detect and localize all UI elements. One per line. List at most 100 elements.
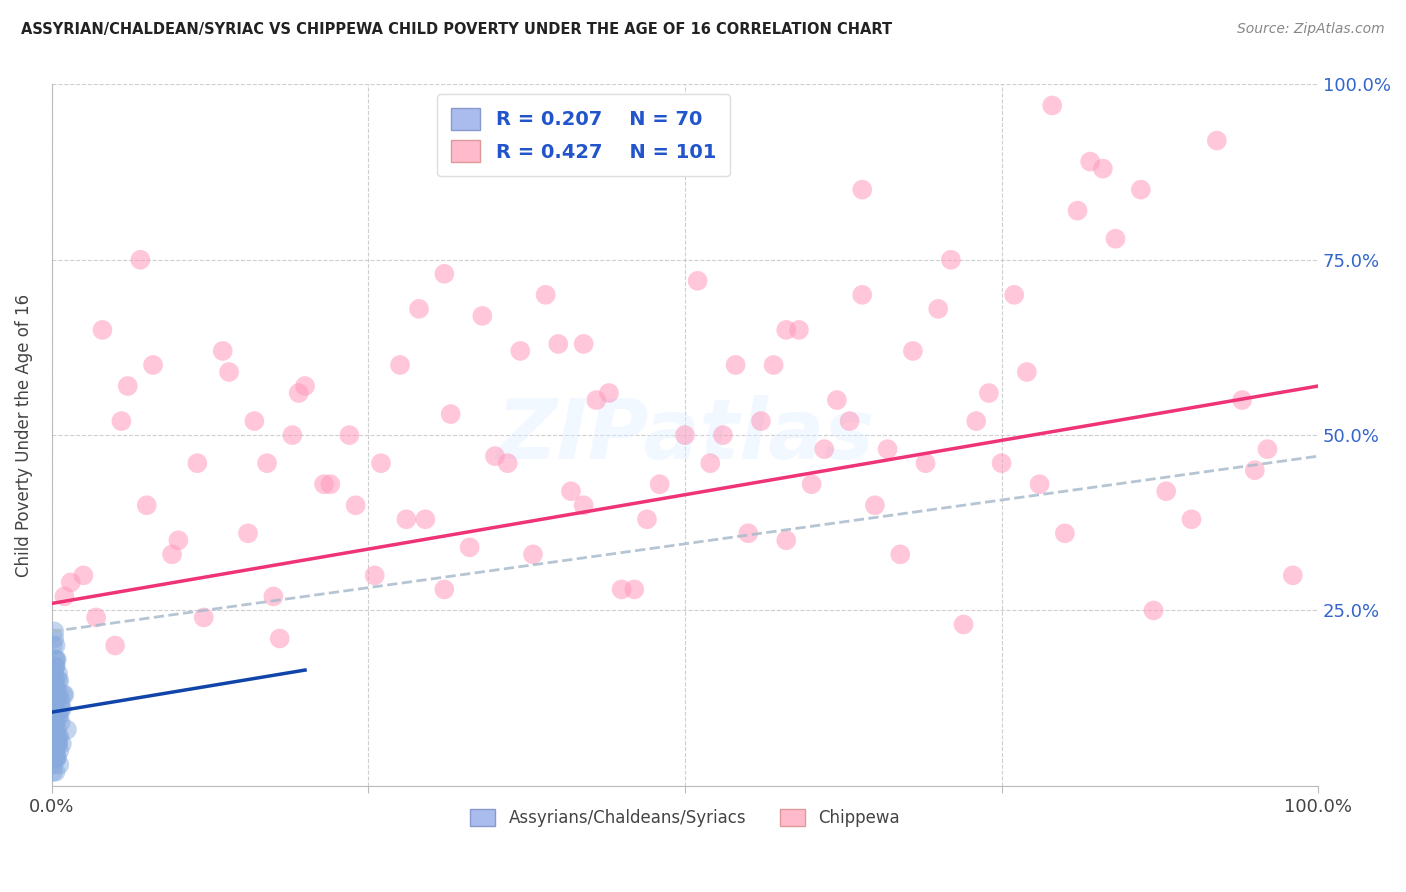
Point	[45, 750, 67, 764]
Point	[45, 681, 67, 695]
Point	[46, 708, 69, 723]
Point	[45, 681, 67, 695]
Point	[484, 449, 506, 463]
Point	[1078, 154, 1101, 169]
Point	[1205, 134, 1227, 148]
Point	[142, 358, 165, 372]
Point	[927, 301, 949, 316]
Point	[45, 708, 67, 723]
Point	[218, 365, 240, 379]
Point	[44, 744, 66, 758]
Point	[42, 688, 65, 702]
Point	[44, 744, 66, 758]
Point	[522, 547, 544, 561]
Point	[48, 744, 70, 758]
Point	[45, 750, 67, 764]
Point	[623, 582, 645, 597]
Point	[408, 301, 430, 316]
Point	[699, 456, 721, 470]
Point	[749, 414, 772, 428]
Point	[44, 730, 66, 744]
Point	[44, 624, 66, 639]
Point	[193, 610, 215, 624]
Point	[572, 498, 595, 512]
Point	[45, 723, 67, 737]
Point	[876, 442, 898, 457]
Point	[787, 323, 810, 337]
Point	[44, 632, 66, 646]
Point	[889, 547, 911, 561]
Point	[1142, 603, 1164, 617]
Point	[1154, 484, 1177, 499]
Point	[45, 750, 67, 764]
Point	[48, 708, 70, 723]
Text: ASSYRIAN/CHALDEAN/SYRIAC VS CHIPPEWA CHILD POVERTY UNDER THE AGE OF 16 CORRELATI: ASSYRIAN/CHALDEAN/SYRIAC VS CHIPPEWA CHI…	[21, 22, 893, 37]
Point	[863, 498, 886, 512]
Point	[186, 456, 208, 470]
Point	[45, 652, 67, 666]
Point	[977, 386, 1000, 401]
Point	[44, 730, 66, 744]
Point	[91, 323, 114, 337]
Point	[72, 568, 94, 582]
Point	[45, 688, 67, 702]
Point	[45, 750, 67, 764]
Point	[901, 343, 924, 358]
Point	[53, 688, 76, 702]
Point	[256, 456, 278, 470]
Point	[509, 343, 531, 358]
Point	[312, 477, 335, 491]
Point	[813, 442, 835, 457]
Point	[52, 688, 75, 702]
Point	[433, 267, 456, 281]
Point	[44, 715, 66, 730]
Point	[44, 701, 66, 715]
Point	[825, 392, 848, 407]
Point	[1230, 392, 1253, 407]
Point	[49, 695, 72, 709]
Point	[851, 183, 873, 197]
Point	[370, 456, 392, 470]
Point	[51, 737, 73, 751]
Point	[1281, 568, 1303, 582]
Point	[648, 477, 671, 491]
Point	[1243, 463, 1265, 477]
Point	[1028, 477, 1050, 491]
Point	[1129, 183, 1152, 197]
Point	[560, 484, 582, 499]
Point	[42, 639, 65, 653]
Point	[1256, 442, 1278, 457]
Point	[110, 414, 132, 428]
Point	[775, 323, 797, 337]
Point	[281, 428, 304, 442]
Point	[496, 456, 519, 470]
Point	[45, 695, 67, 709]
Point	[1015, 365, 1038, 379]
Point	[762, 358, 785, 372]
Point	[952, 617, 974, 632]
Point	[965, 414, 987, 428]
Legend: Assyrians/Chaldeans/Syriacs, Chippewa: Assyrians/Chaldeans/Syriacs, Chippewa	[464, 802, 907, 833]
Point	[48, 730, 70, 744]
Point	[1091, 161, 1114, 176]
Point	[800, 477, 823, 491]
Point	[84, 610, 107, 624]
Point	[48, 688, 70, 702]
Point	[45, 659, 67, 673]
Point	[711, 428, 734, 442]
Point	[395, 512, 418, 526]
Point	[46, 673, 69, 688]
Point	[46, 737, 69, 751]
Point	[45, 695, 67, 709]
Point	[1040, 98, 1063, 112]
Point	[211, 343, 233, 358]
Point	[49, 715, 72, 730]
Point	[598, 386, 620, 401]
Point	[610, 582, 633, 597]
Point	[388, 358, 411, 372]
Point	[294, 379, 316, 393]
Point	[547, 337, 569, 351]
Point	[45, 659, 67, 673]
Text: ZIPatlas: ZIPatlas	[496, 394, 875, 475]
Point	[46, 730, 69, 744]
